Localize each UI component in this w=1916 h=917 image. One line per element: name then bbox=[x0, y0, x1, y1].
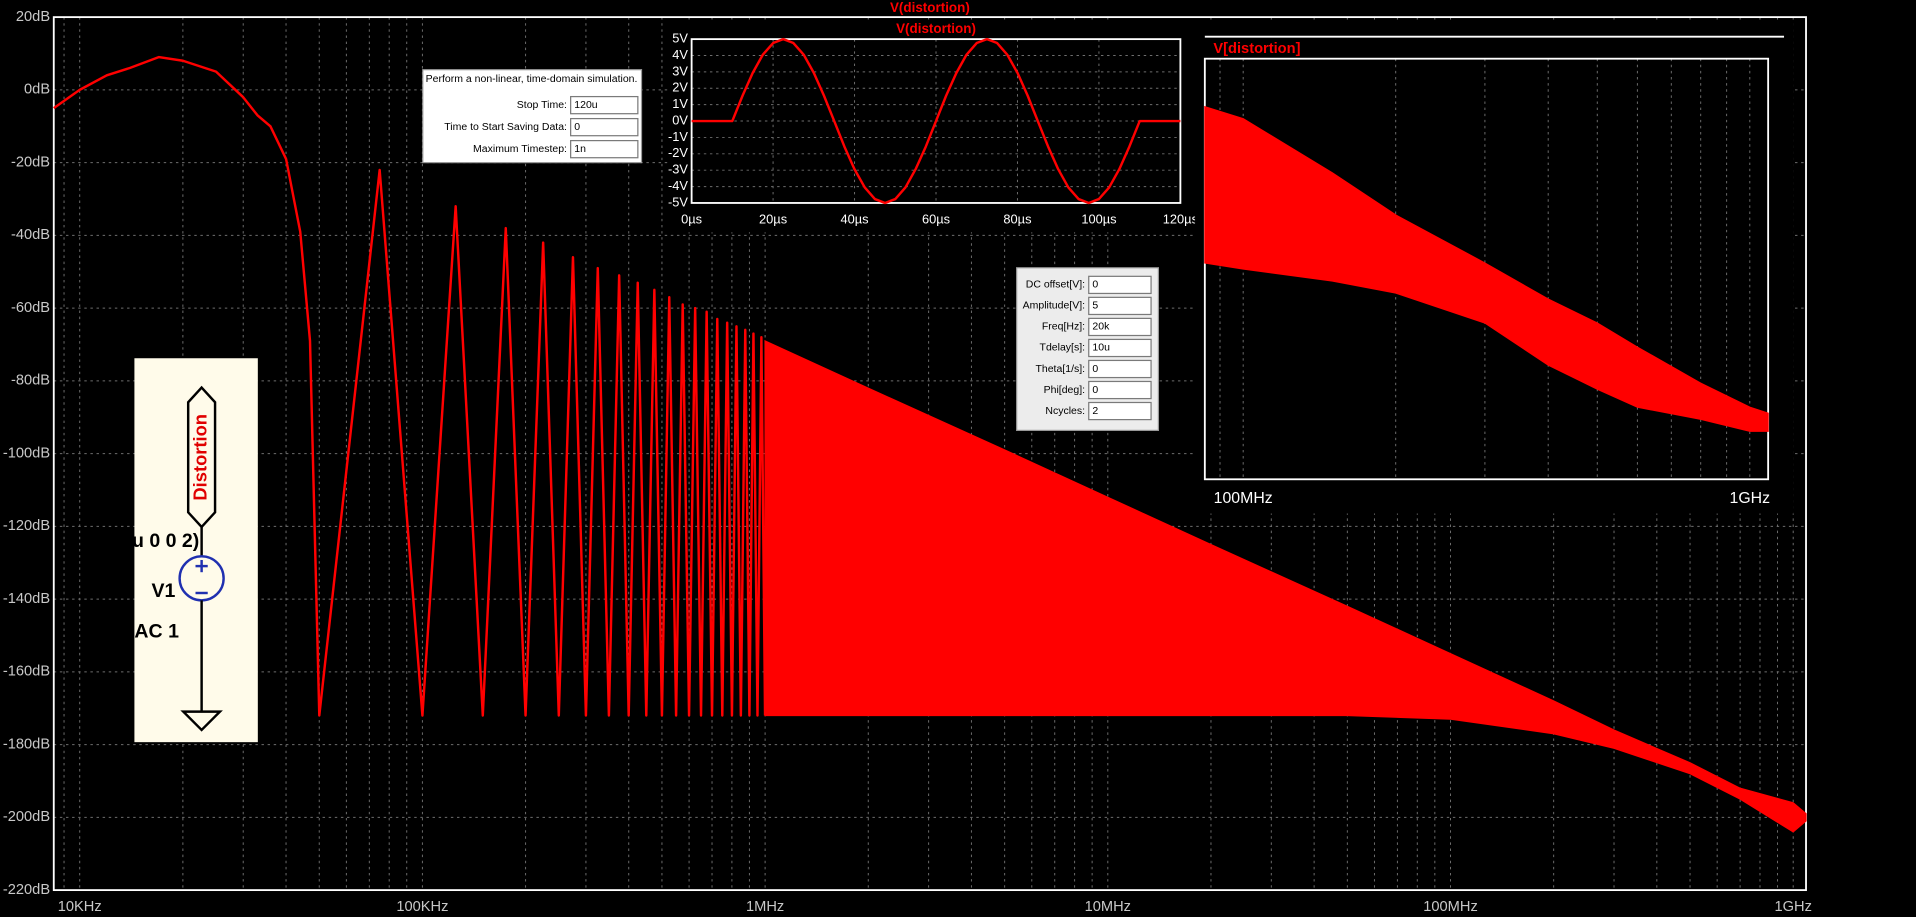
field-input[interactable] bbox=[570, 117, 639, 137]
y-tick-label: 4V bbox=[672, 47, 688, 62]
field-label: Stop Time: bbox=[517, 99, 567, 111]
field-value: 5 bbox=[1092, 300, 1098, 312]
y-tick-label: -40dB bbox=[11, 227, 50, 243]
y-tick-label: -5V bbox=[668, 194, 688, 209]
field-label: Ncycles: bbox=[1045, 405, 1085, 417]
y-tick-label: -1V bbox=[668, 129, 688, 144]
field-value: 120u bbox=[574, 99, 598, 111]
y-tick-label: 20dB bbox=[16, 9, 50, 25]
field-input[interactable] bbox=[570, 95, 639, 115]
field-input[interactable] bbox=[1088, 338, 1152, 358]
x-tick-label: 1GHz bbox=[1774, 899, 1811, 915]
x-tick-label: 0µs bbox=[681, 211, 702, 226]
trace bbox=[53, 55, 767, 717]
y-tick-label: 3V bbox=[672, 63, 688, 78]
y-tick-label: 2V bbox=[672, 80, 688, 95]
y-tick-label: -220dB bbox=[3, 882, 50, 898]
x-tick-label: 100MHz bbox=[1423, 899, 1478, 915]
x-tick-label: 40µs bbox=[841, 211, 869, 226]
field-value: 0 bbox=[574, 121, 580, 133]
y-tick-label: -160dB bbox=[3, 664, 50, 680]
plot-frame bbox=[52, 16, 1807, 892]
field-input[interactable] bbox=[1088, 317, 1152, 337]
x-tick-label: 60µs bbox=[922, 211, 950, 226]
plot-frame bbox=[1203, 57, 1770, 481]
y-tick-label: 1V bbox=[672, 96, 688, 111]
y-tick-label: 5V bbox=[672, 31, 688, 46]
field-input[interactable] bbox=[1088, 359, 1152, 379]
chart-title: V(distortion) bbox=[896, 21, 976, 36]
field-label: Freq[Hz]: bbox=[1042, 321, 1085, 333]
schematic: Distortion u 0 0 2) V1 AC 1 bbox=[132, 358, 258, 743]
dialog-title: Perform a non-linear, time-domain simula… bbox=[426, 73, 638, 85]
y-tick-label: -3V bbox=[668, 162, 688, 177]
x-tick-label: 10MHz bbox=[1085, 899, 1131, 915]
x-tick-label: 100KHz bbox=[396, 899, 448, 915]
x-tick-label: 100MHz bbox=[1214, 490, 1273, 507]
y-tick-label: -120dB bbox=[3, 518, 50, 534]
field-label: Maximum Timestep: bbox=[473, 143, 567, 155]
field-label: Phi[deg]: bbox=[1044, 384, 1085, 396]
x-tick-label: 20µs bbox=[759, 211, 787, 226]
y-tick-label: -60dB bbox=[11, 300, 50, 316]
y-tick-label: -2V bbox=[668, 145, 688, 160]
x-tick-label: 1GHz bbox=[1730, 490, 1771, 507]
field-value: 1n bbox=[574, 143, 586, 155]
field-value: 20k bbox=[1092, 321, 1110, 333]
field-value: 0 bbox=[1092, 384, 1098, 396]
net-label: Distortion bbox=[189, 414, 210, 501]
x-tick-label: 120µs bbox=[1163, 211, 1198, 226]
chart-title: V[distortion] bbox=[1213, 41, 1300, 57]
charts: 20dB 0dB -20dB -40dB -60dB -80dB -100dB -120dB -… bbox=[3, 0, 1812, 915]
field-value: 0 bbox=[1092, 279, 1098, 291]
x-tick-label: 1MHz bbox=[746, 899, 784, 915]
noise-band bbox=[1204, 105, 1769, 432]
field-input[interactable] bbox=[1088, 380, 1152, 400]
x-tick-label: 100µs bbox=[1081, 211, 1116, 226]
ground bbox=[180, 710, 223, 732]
x-tick-label: 10KHz bbox=[58, 899, 102, 915]
field-value: 0 bbox=[1092, 363, 1098, 375]
schematic-sheet bbox=[134, 358, 258, 743]
field-label: Amplitude[V]: bbox=[1023, 300, 1085, 312]
field-input[interactable] bbox=[1088, 275, 1152, 295]
source-name: V1 bbox=[152, 580, 176, 602]
field-input[interactable] bbox=[1088, 296, 1152, 316]
trace bbox=[691, 37, 1181, 205]
dialogs: Perform a non-linear, time-domain simula… bbox=[422, 69, 1160, 431]
field-value: 10u bbox=[1092, 342, 1110, 354]
ac-spec: AC 1 bbox=[134, 620, 179, 642]
y-tick-label: -20dB bbox=[11, 154, 50, 170]
field-input[interactable] bbox=[570, 139, 639, 159]
y-tick-label: -100dB bbox=[3, 445, 50, 461]
y-tick-label: 0V bbox=[672, 112, 688, 127]
field-label: Time to Start Saving Data: bbox=[444, 121, 567, 133]
field-label: DC offset[V]: bbox=[1026, 279, 1085, 291]
chart-title: V(distortion) bbox=[890, 0, 970, 15]
y-tick-label: -200dB bbox=[3, 809, 50, 825]
y-tick-label: -180dB bbox=[3, 736, 50, 752]
y-tick-label: -140dB bbox=[3, 591, 50, 607]
x-tick-label: 80µs bbox=[1003, 211, 1031, 226]
y-tick-label: 0dB bbox=[24, 82, 50, 98]
y-tick-label: -80dB bbox=[11, 373, 50, 389]
field-value: 2 bbox=[1092, 405, 1098, 417]
noise-band bbox=[764, 339, 1807, 833]
field-label: Tdelay[s]: bbox=[1040, 342, 1086, 354]
field-label: Theta[1/s]: bbox=[1035, 363, 1085, 375]
plot-background bbox=[669, 19, 1205, 233]
y-tick-label: -4V bbox=[668, 178, 688, 193]
source-value: u 0 0 2) bbox=[132, 530, 199, 552]
field-input[interactable] bbox=[1088, 401, 1152, 421]
